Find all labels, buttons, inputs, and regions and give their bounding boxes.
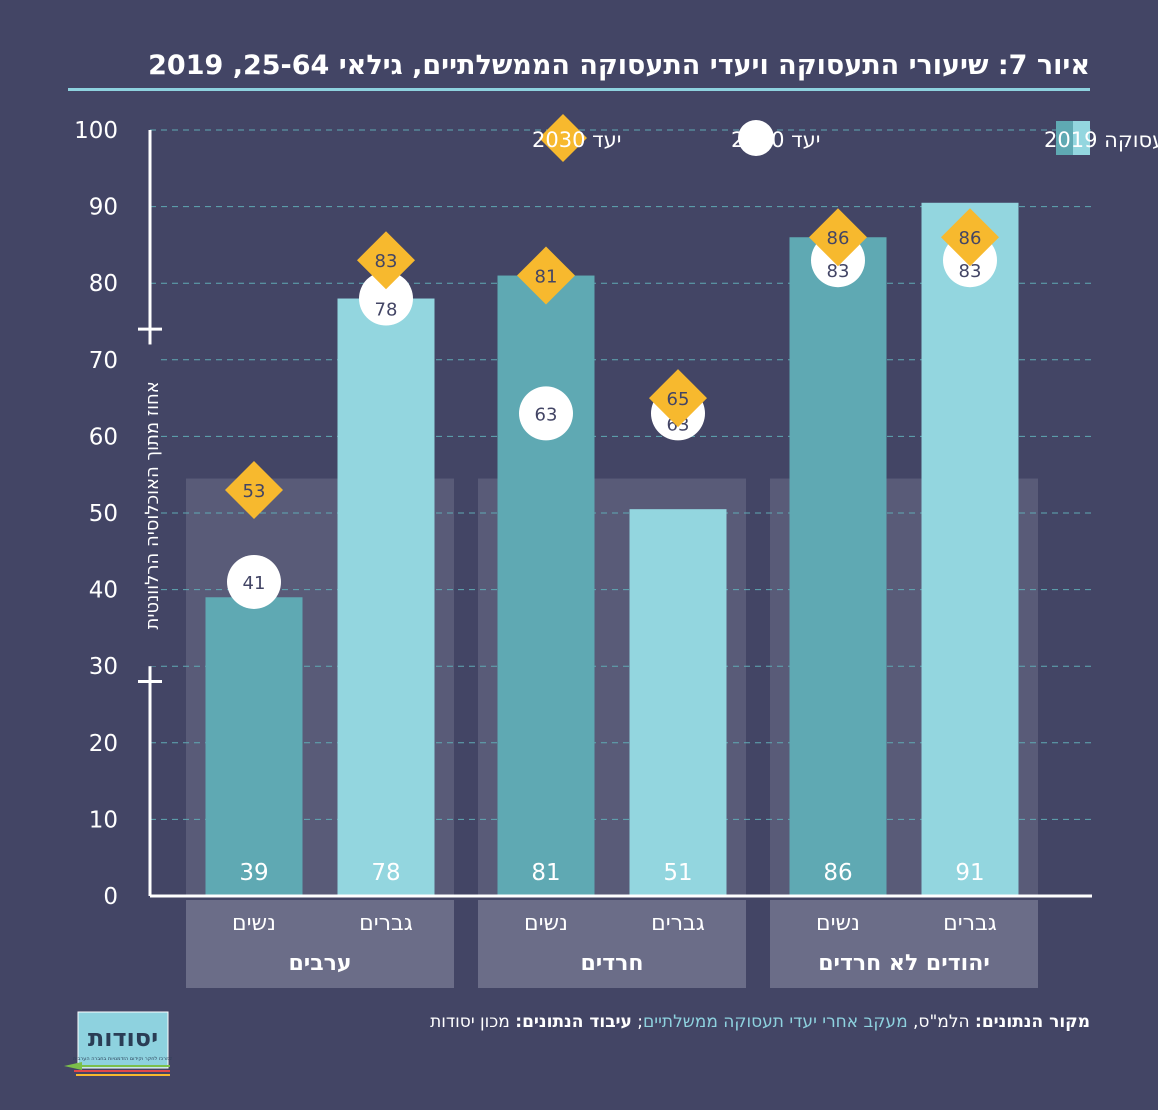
target-2030-marker xyxy=(517,246,575,305)
target-2030-marker xyxy=(809,208,867,267)
bar xyxy=(205,597,303,896)
target-2020-marker xyxy=(519,386,573,441)
diamond-icon xyxy=(539,114,587,162)
bar-value-label: 51 xyxy=(663,860,692,886)
target-2030-marker xyxy=(357,231,415,290)
target-2030-marker xyxy=(225,461,283,520)
logo-tagline: המרכז לחקר וקידום הזדמנויות בחברה הערבית xyxy=(73,1056,172,1062)
bar xyxy=(629,509,727,896)
y-tick-label: 100 xyxy=(74,118,118,144)
processing-text: מכון יסודות xyxy=(430,1012,510,1032)
legend-label: יעד 2030 xyxy=(532,128,621,152)
chart-title: איור 7: שיעורי התעסוקה ויעדי התעסוקה הממ… xyxy=(148,50,1090,81)
bar xyxy=(337,298,435,896)
group-label-band xyxy=(186,900,454,988)
source-label: מקור הנתונים: xyxy=(975,1012,1090,1032)
title-underline xyxy=(68,88,1090,91)
yesodot-logo: יסודות המרכז לחקר וקידום הזדמנויות בחברה… xyxy=(64,1011,172,1076)
bar-value-label: 81 xyxy=(531,860,560,886)
group-label-band xyxy=(478,900,746,988)
bar-category-label: גברים xyxy=(943,911,997,936)
target-2030-marker xyxy=(649,369,707,428)
group-bands xyxy=(186,478,1038,988)
target-2020-label: 78 xyxy=(375,300,398,321)
y-tick-label: 0 xyxy=(103,884,118,910)
group-label: ערבים xyxy=(288,951,351,976)
target-2020-label: 63 xyxy=(535,404,558,425)
target-2030-label: 86 xyxy=(827,228,850,249)
bar xyxy=(789,237,887,897)
y-tick-label: 60 xyxy=(89,424,118,450)
target-2020-label: 41 xyxy=(243,573,266,594)
y-tick-label: 80 xyxy=(89,271,118,297)
legend-label: שיעור תעסוקה 2019 xyxy=(1044,128,1158,152)
y-tick-label: 10 xyxy=(89,807,118,833)
target-2020-label: 83 xyxy=(959,261,982,282)
target-2020-marker xyxy=(227,554,281,609)
bars xyxy=(205,202,1019,897)
bar-value-label: 86 xyxy=(823,860,852,886)
source-link[interactable]: מעקב אחרי יעדי תעסוקה ממשלתיים xyxy=(643,1012,908,1032)
bar-value-label: 91 xyxy=(955,860,984,886)
circle-icon xyxy=(738,120,774,156)
target-2030-label: 65 xyxy=(667,389,690,410)
bar-category-label: גברים xyxy=(651,911,705,936)
y-tick-label: 50 xyxy=(89,501,118,527)
target-2030-label: 86 xyxy=(959,228,982,249)
target-2020-label: 83 xyxy=(827,261,850,282)
y-axis: 0 10 20 30 40 50 60 70 80 90 100 אחוז מתוך האוכלוסי… xyxy=(74,118,1092,910)
target-2030-label: 81 xyxy=(535,267,558,288)
bar-value-label: 39 xyxy=(239,860,268,886)
bar-category-label: נשים xyxy=(816,911,860,936)
legend: שיעור תעסוקה 2019 יעד 2020 יעד 2030 xyxy=(532,114,1158,162)
legend-label: יעד 2020 xyxy=(731,128,820,152)
bar-chart: 0 10 20 30 40 50 60 70 80 90 100 אחוז מתוך האוכלוסי… xyxy=(74,114,1158,988)
group-label: חרדים xyxy=(580,951,643,976)
target-2030-marker xyxy=(941,208,999,267)
y-tick-label: 30 xyxy=(89,654,118,680)
y-tick-label: 90 xyxy=(89,195,118,221)
group-label: יהודים לא חרדים xyxy=(818,951,990,976)
y-tick-label: 40 xyxy=(89,578,118,604)
target-2030-label: 53 xyxy=(243,481,266,502)
logo-name: יסודות xyxy=(88,1024,158,1052)
legend-men-swatch-icon xyxy=(1073,121,1090,155)
source-text: הלמ"ס, xyxy=(913,1012,970,1032)
target-markers: 415378836381636583868386 xyxy=(225,208,999,609)
source-note: מקור הנתונים: הלמ"ס, מעקב אחרי יעדי תעסו… xyxy=(190,1012,1090,1032)
y-tick-label: 70 xyxy=(89,348,118,374)
target-2020-marker xyxy=(359,271,413,326)
y-tick-label: 20 xyxy=(89,731,118,757)
bar-category-label: נשים xyxy=(232,911,276,936)
processing-label: עיבוד הנתונים: xyxy=(515,1012,632,1032)
bar xyxy=(921,202,1019,896)
bar-category-label: נשים xyxy=(524,911,568,936)
bar xyxy=(497,275,595,896)
legend-women-swatch-icon xyxy=(1056,121,1073,155)
separator: ; xyxy=(637,1012,644,1032)
bar-labels: ערבים 39 נשים 78 גברים חרדים 81 נשים 51 גברים יהוד… xyxy=(232,860,997,976)
target-2030-label: 83 xyxy=(375,251,398,272)
bar-category-label: גברים xyxy=(359,911,413,936)
y-axis-title: אחוז מתוך האוכלוסיה הרלוונטית xyxy=(142,381,163,629)
axis-title-gap xyxy=(141,344,159,667)
bar-value-label: 78 xyxy=(371,860,400,886)
group-label-band xyxy=(770,900,1038,988)
